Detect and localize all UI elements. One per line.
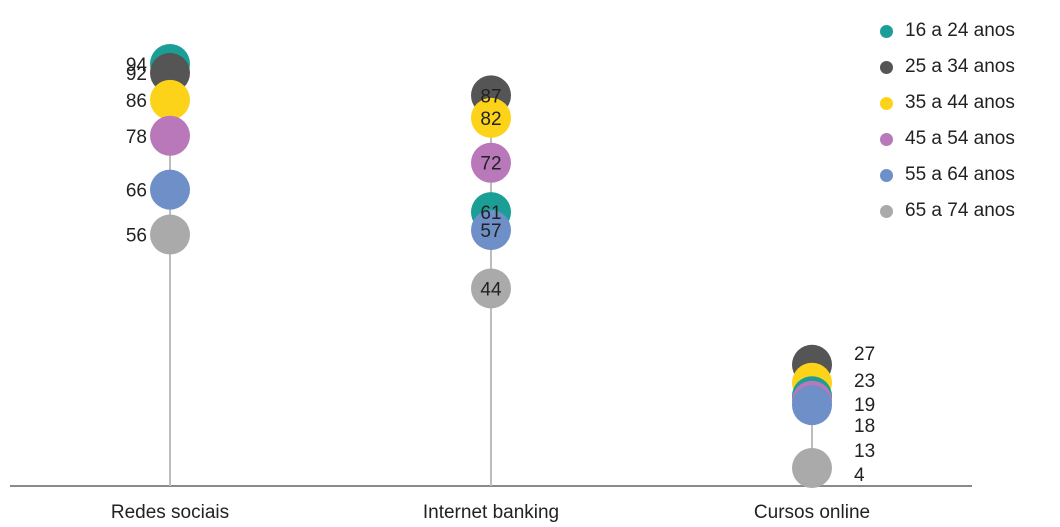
data-label-cursos-online-5: 4 [854,465,865,486]
legend-swatch [880,96,893,110]
legend-swatch [880,132,893,146]
legend-label: 25 a 34 anos [905,56,1015,77]
legend-item-65-a-74-anos: 65 a 74 anos [880,193,1015,229]
point-cursos-online-65-a-74-anos [792,448,832,489]
legend-swatch [880,24,893,38]
legend-label: 35 a 44 anos [905,92,1015,113]
legend-label: 55 a 64 anos [905,164,1015,185]
point-redes-sociais-65-a-74-anos [150,214,190,255]
legend-label: 45 a 54 anos [905,128,1015,149]
category-label-cursos-online: Cursos online [754,502,870,523]
point-internet-banking-45-a-54-anos [471,142,511,183]
data-label-internet-banking-4: 57 [480,221,501,242]
data-label-cursos-online-0: 27 [854,344,875,365]
legend-swatch [880,204,893,218]
data-label-redes-sociais-3: 78 [126,127,147,148]
data-label-redes-sociais-5: 56 [126,226,147,247]
legend-label: 16 a 24 anos [905,20,1015,41]
data-label-cursos-online-3: 18 [854,416,875,437]
legend-item-35-a-44-anos: 35 a 44 anos [880,85,1015,121]
data-label-cursos-online-2: 19 [854,395,875,416]
legend-item-55-a-64-anos: 55 a 64 anos [880,157,1015,193]
data-label-redes-sociais-2: 86 [126,91,147,112]
category-label-internet-banking: Internet banking [423,502,559,523]
data-label-internet-banking-5: 44 [480,279,502,300]
data-label-cursos-online-4: 13 [854,441,875,462]
point-internet-banking-65-a-74-anos [471,268,511,309]
point-cursos-online-55-a-64-anos [792,385,832,426]
point-internet-banking-35-a-44-anos [471,97,511,138]
legend-swatch [880,168,893,182]
point-redes-sociais-45-a-54-anos [150,115,190,156]
data-label-internet-banking-1: 82 [480,109,501,130]
point-redes-sociais-55-a-64-anos [150,169,190,210]
data-label-internet-banking-2: 72 [480,154,501,175]
legend-item-45-a-54-anos: 45 a 54 anos [880,121,1015,157]
legend-label: 65 a 74 anos [905,200,1015,221]
point-redes-sociais-35-a-44-anos [150,79,190,120]
point-internet-banking-55-a-64-anos [471,210,511,251]
data-label-internet-banking-0: 87 [480,86,501,107]
data-label-internet-banking-3: 61 [480,203,501,224]
legend-item-16-a-24-anos: 16 a 24 anos [880,13,1015,49]
legend-swatch [880,60,893,74]
category-label-redes-sociais: Redes sociais [111,502,229,523]
data-label-redes-sociais-0: 94 [126,55,148,76]
legend: 16 a 24 anos 25 a 34 anos 35 a 44 anos 45 a… [880,13,1015,229]
data-label-redes-sociais-1: 92 [126,64,147,85]
data-label-cursos-online-1: 23 [854,371,875,392]
data-label-redes-sociais-4: 66 [126,181,147,202]
legend-item-25-a-34-anos: 25 a 34 anos [880,49,1015,85]
